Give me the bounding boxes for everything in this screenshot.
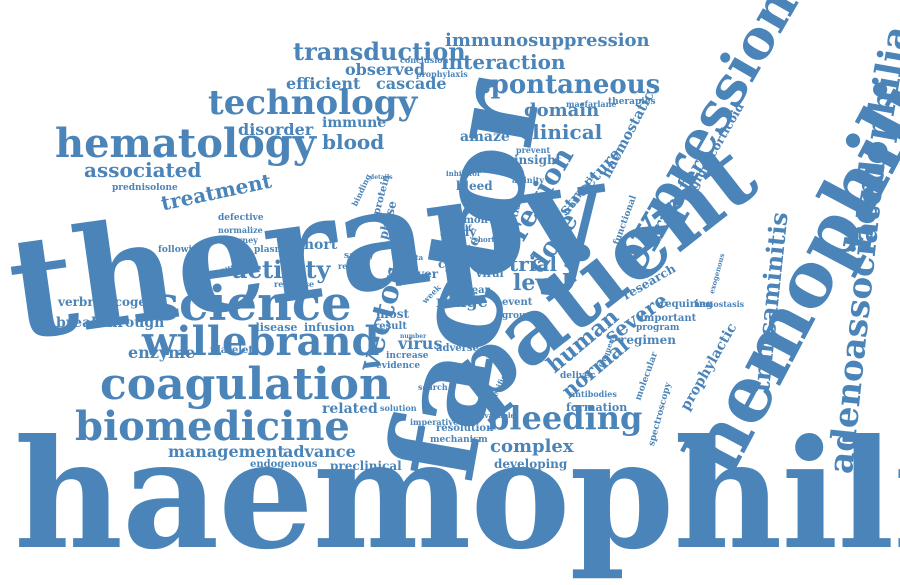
word-following: following bbox=[158, 245, 205, 255]
word-formation: formation bbox=[566, 401, 628, 414]
word-term: term bbox=[450, 261, 469, 270]
word-mechanism: mechanism bbox=[430, 435, 488, 445]
word-cure: cure bbox=[438, 257, 468, 271]
word-prophylaxis: prophylaxis bbox=[416, 69, 468, 79]
word-adverse: adverse bbox=[436, 343, 479, 354]
word-disease: disease bbox=[252, 321, 298, 334]
word-platelet: platelet bbox=[210, 345, 254, 356]
word-cascade: cascade bbox=[376, 74, 447, 93]
word-management: management bbox=[168, 442, 285, 461]
word-journey: journey bbox=[224, 235, 258, 245]
word-range: range bbox=[436, 292, 488, 311]
word-studies: studies bbox=[432, 207, 457, 214]
word-prednisolone: prednisolone bbox=[112, 183, 178, 193]
word-preclinical: preclinical bbox=[330, 459, 402, 473]
word-molecular: molecular bbox=[633, 350, 661, 402]
word-viral: viral bbox=[476, 267, 504, 280]
word-immune: immune bbox=[322, 115, 387, 131]
word-liver: liver bbox=[408, 267, 439, 281]
word-insight: insight bbox=[514, 153, 562, 167]
word-biomedicine: biomedicine bbox=[75, 403, 350, 450]
word-antibodies: antibodies bbox=[570, 389, 617, 399]
word-group: group bbox=[502, 311, 532, 321]
word-endogenous: endogenous bbox=[250, 459, 318, 470]
word-prevent: prevent bbox=[516, 145, 551, 155]
word-transduction: transduction bbox=[293, 37, 466, 66]
word-associated: associated bbox=[84, 158, 202, 182]
word-level: level bbox=[513, 270, 571, 296]
word-observed: observed bbox=[345, 60, 426, 79]
word-safety: safety bbox=[344, 251, 374, 261]
word-year: year bbox=[466, 285, 490, 296]
word-type: type bbox=[394, 267, 411, 276]
word-defective: defective bbox=[218, 213, 264, 223]
word-breakthrough: breakthrough bbox=[56, 315, 165, 331]
word-common: common bbox=[440, 215, 488, 226]
word-hemostasis: hemostasis bbox=[694, 299, 745, 309]
word-cohort: cohort bbox=[286, 237, 338, 253]
word-available: available bbox=[480, 411, 515, 420]
word-verbrinacogene: verbrinacogene bbox=[58, 295, 163, 309]
word-search: search bbox=[418, 382, 448, 392]
word-short: short bbox=[474, 235, 495, 244]
word-evidence: evidence bbox=[376, 361, 421, 371]
word-increase: increase bbox=[386, 351, 429, 361]
word-immunosuppression: immunosuppression bbox=[445, 30, 650, 51]
word-number: number bbox=[400, 333, 427, 340]
word-willebrand: willebrand bbox=[142, 318, 380, 365]
word-study: study bbox=[440, 225, 477, 239]
word-complex: complex bbox=[490, 436, 574, 457]
word-coagulation: coagulation bbox=[100, 359, 392, 410]
word-normalize: normalize bbox=[218, 225, 263, 235]
word-resolution: resolution bbox=[436, 423, 494, 434]
word-regimen: regimen bbox=[620, 333, 676, 347]
word-science: science bbox=[152, 276, 352, 332]
word-half: half- bbox=[454, 223, 475, 233]
word-recent: recent bbox=[338, 261, 367, 271]
word-data: data bbox=[406, 253, 424, 262]
word-virus: virus bbox=[398, 334, 443, 353]
word-therapies: therapies bbox=[608, 97, 656, 107]
word-bleeding: bleeding bbox=[487, 399, 643, 437]
word-conclusion: conclusion bbox=[400, 55, 449, 65]
word-efficient: efficient bbox=[286, 74, 361, 93]
word-solution: solution bbox=[380, 403, 417, 413]
word-program: program bbox=[636, 323, 680, 333]
word-response: response bbox=[274, 279, 315, 289]
word-important: important bbox=[640, 313, 697, 324]
word-result: result bbox=[374, 321, 407, 332]
word-disorder: disorder bbox=[238, 120, 314, 139]
word-time: time bbox=[460, 289, 478, 298]
word-details: details bbox=[370, 174, 393, 181]
word-most: most bbox=[376, 307, 409, 321]
word-blood: blood bbox=[322, 130, 385, 154]
word-related: related bbox=[322, 401, 378, 417]
word-macfarlane: macfarlane bbox=[566, 99, 617, 109]
word-infusion: infusion bbox=[304, 321, 355, 334]
word-domain: domain bbox=[524, 100, 600, 121]
word-enzyme: enzyme bbox=[128, 343, 196, 362]
word-event: event bbox=[502, 297, 533, 308]
word-developing: developing bbox=[494, 457, 568, 471]
word-bleed: bleed bbox=[456, 179, 493, 193]
word-affinity: affinity bbox=[512, 175, 544, 185]
word-hematology: hematology bbox=[55, 120, 317, 167]
word-technology: technology bbox=[208, 83, 418, 123]
word-interaction: interaction bbox=[441, 50, 566, 74]
word-plasmon: plasmon bbox=[254, 245, 297, 255]
word-spontaneous: spontaneous bbox=[476, 70, 661, 100]
word-trial: trial bbox=[509, 252, 557, 276]
word-exogenous: exogenous bbox=[707, 252, 727, 295]
word-requiring: requiring bbox=[660, 299, 714, 310]
word-imperative: imperative bbox=[410, 417, 459, 427]
word-clinical: clinical bbox=[520, 120, 603, 144]
word-haemophilia: haemophilia bbox=[14, 407, 900, 583]
word-inhibitor: inhibitor bbox=[446, 169, 481, 178]
word-advance: advance bbox=[283, 442, 356, 461]
word-deliver: deliver bbox=[560, 371, 595, 381]
word-amaze: amaze bbox=[460, 129, 510, 145]
word-activity: activity bbox=[232, 255, 331, 284]
